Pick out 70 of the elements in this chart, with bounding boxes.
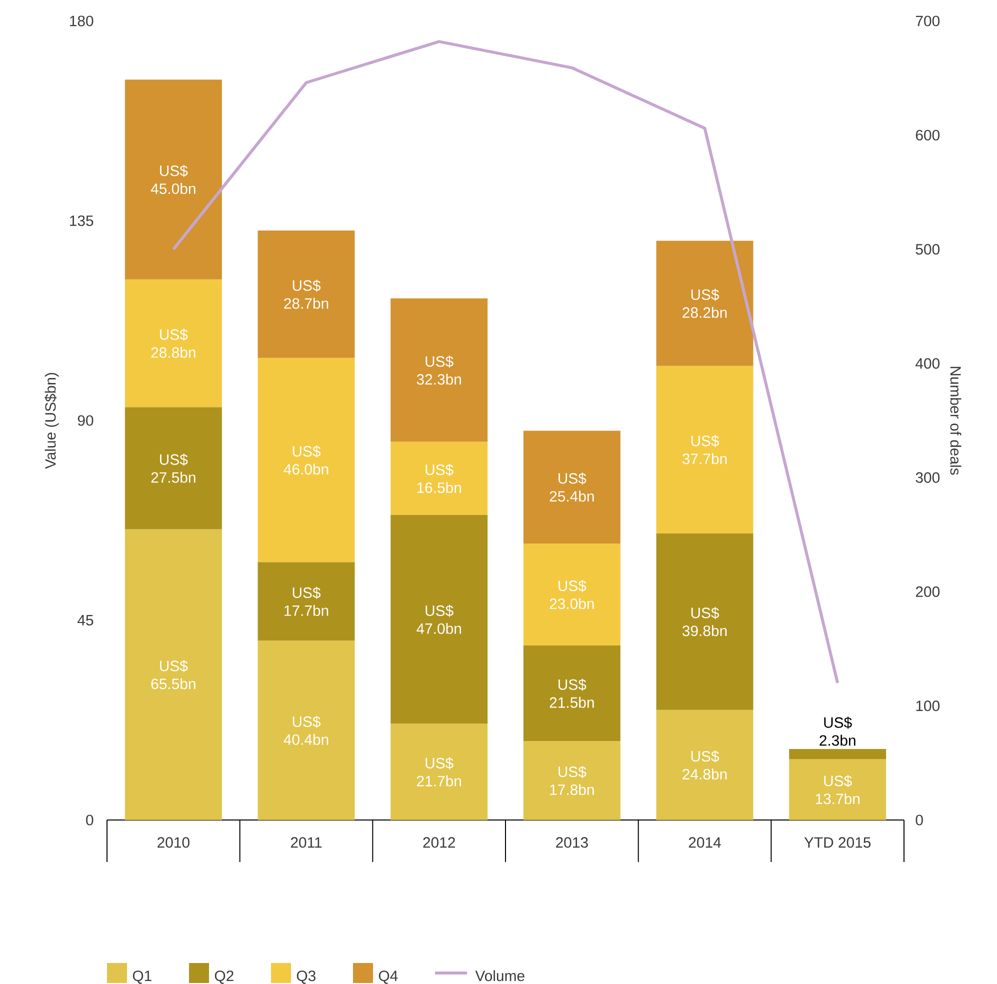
legend-label: Volume [475, 970, 524, 982]
x-tick-label: 2013 [556, 837, 588, 848]
data-label: US$ 17.8bn [550, 766, 594, 796]
bar [258, 640, 355, 820]
y2-tick-label: 400 [916, 358, 940, 369]
bar [523, 646, 620, 741]
legend-label: Q1 [132, 970, 152, 984]
y-tick-label: 45 [78, 615, 94, 626]
x-tick-label: 2012 [423, 837, 455, 848]
x-tick-label: YTD 2015 [804, 837, 871, 848]
data-label: US$ 27.5bn [151, 454, 196, 483]
y-axis-title: Value (US$bn) [44, 372, 59, 469]
y2-tick-label: 100 [916, 700, 940, 712]
bar [390, 515, 488, 724]
legend-label: Q3 [296, 970, 316, 984]
bar [789, 748, 886, 760]
data-label: US$ 46.0bn [284, 445, 328, 475]
bar [656, 366, 754, 534]
data-label: US$ 37.7bn [682, 435, 727, 464]
bar [124, 80, 222, 280]
legend-label: Q2 [214, 970, 234, 984]
data-label: US$ 47.0bn [416, 604, 461, 634]
y-tick-label: 90 [78, 415, 94, 426]
data-label: US$ 24.8bn [682, 750, 727, 780]
data-label: US$ 28.2bn [682, 288, 727, 318]
bar [523, 430, 620, 544]
legend-label: Q4 [378, 970, 398, 984]
bar [789, 759, 886, 820]
y-tick-label: 180 [70, 16, 94, 26]
data-label: US$ 16.5bn [417, 464, 461, 493]
bar [390, 442, 488, 516]
bar [656, 240, 754, 366]
data-label: US$ 28.7bn [284, 280, 328, 309]
bar [124, 407, 222, 530]
data-label: US$ 32.3bn [416, 356, 461, 385]
data-label: US$ 25.4bn [550, 472, 594, 502]
data-label: US$ 45.0bn [150, 164, 196, 194]
y2-tick-label: 700 [916, 16, 940, 26]
bar [390, 724, 488, 820]
y2-tick-label: 600 [916, 130, 940, 140]
data-label: US$ 21.5bn [550, 678, 594, 708]
y-tick-label: 0 [86, 814, 94, 826]
data-label: US$ 13.7bn [816, 775, 860, 804]
data-label: US$ 65.5bn [151, 660, 196, 690]
x-tick-label: 2014 [688, 837, 721, 848]
data-label: US$ 23.0bn [550, 580, 594, 610]
data-label: US$ 21.7bn [416, 757, 461, 786]
bar [656, 533, 754, 710]
x-tick-label: 2011 [290, 837, 322, 848]
bar [258, 358, 355, 562]
bar [390, 298, 488, 442]
y2-axis-title: Number of deals [950, 366, 962, 475]
bar [523, 543, 620, 646]
bar [258, 562, 355, 641]
y2-tick-label: 200 [916, 586, 940, 597]
y2-tick-label: 300 [916, 472, 940, 483]
y2-tick-label: 0 [916, 814, 923, 826]
y2-tick-label: 500 [916, 244, 940, 255]
bar [124, 529, 222, 820]
bar [258, 230, 355, 358]
bar [656, 710, 754, 820]
data-label: US$ 2.3bn [820, 716, 856, 746]
data-label: US$ 28.8bn [151, 328, 196, 358]
bar [523, 740, 620, 820]
y-tick-label: 135 [70, 215, 94, 226]
data-label: US$ 39.8bn [682, 607, 727, 636]
data-label: US$ 40.4bn [284, 716, 328, 745]
data-label: US$ 17.7bn [284, 586, 328, 616]
bar [124, 279, 222, 408]
x-tick-label: 2010 [158, 837, 190, 848]
